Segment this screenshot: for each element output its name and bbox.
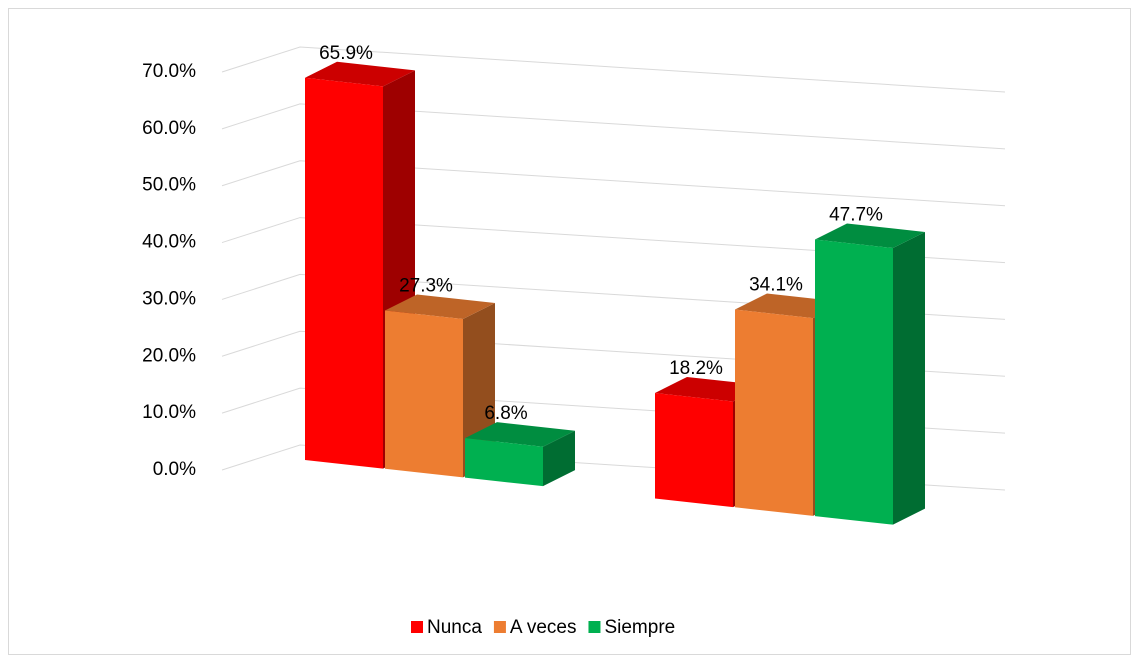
- y-tick-label: 0.0%: [153, 459, 196, 480]
- bar-side: [893, 232, 925, 525]
- legend-label: Siempre: [604, 617, 675, 638]
- bar: [385, 310, 463, 478]
- y-tick-label: 20.0%: [142, 345, 196, 366]
- legend-label: A veces: [510, 617, 577, 638]
- bar: [735, 309, 813, 516]
- grid-line: [221, 217, 1006, 264]
- y-tick-label: 50.0%: [142, 175, 196, 196]
- data-label: 27.3%: [399, 275, 453, 296]
- bar: [305, 77, 383, 469]
- legend-swatch: [588, 621, 601, 633]
- y-tick-label: 40.0%: [142, 232, 196, 253]
- data-label: 18.2%: [669, 358, 723, 379]
- y-tick-label: 30.0%: [142, 288, 196, 309]
- y-tick-label: 60.0%: [142, 118, 196, 139]
- data-label: 65.9%: [319, 43, 373, 64]
- legend-swatch: [493, 621, 506, 633]
- data-label: 47.7%: [829, 204, 883, 225]
- bar-top: [465, 422, 575, 447]
- bar: [655, 392, 733, 508]
- y-tick-label: 10.0%: [142, 402, 196, 423]
- bar: [465, 438, 543, 487]
- bar-side: [543, 430, 575, 487]
- y-tick-label: 70.0%: [142, 61, 196, 82]
- bar-top: [305, 61, 415, 87]
- legend-label: Nunca: [427, 617, 482, 638]
- bar-top: [815, 223, 925, 249]
- grid-line: [221, 103, 1006, 150]
- legend-swatch: [411, 621, 423, 633]
- data-label: 34.1%: [749, 275, 803, 296]
- bar-top: [385, 294, 495, 320]
- grid-line: [221, 160, 1006, 207]
- data-label: 6.8%: [484, 403, 527, 424]
- bar: [815, 239, 893, 525]
- chart-border: [8, 8, 1131, 655]
- grid-line: [221, 46, 1006, 93]
